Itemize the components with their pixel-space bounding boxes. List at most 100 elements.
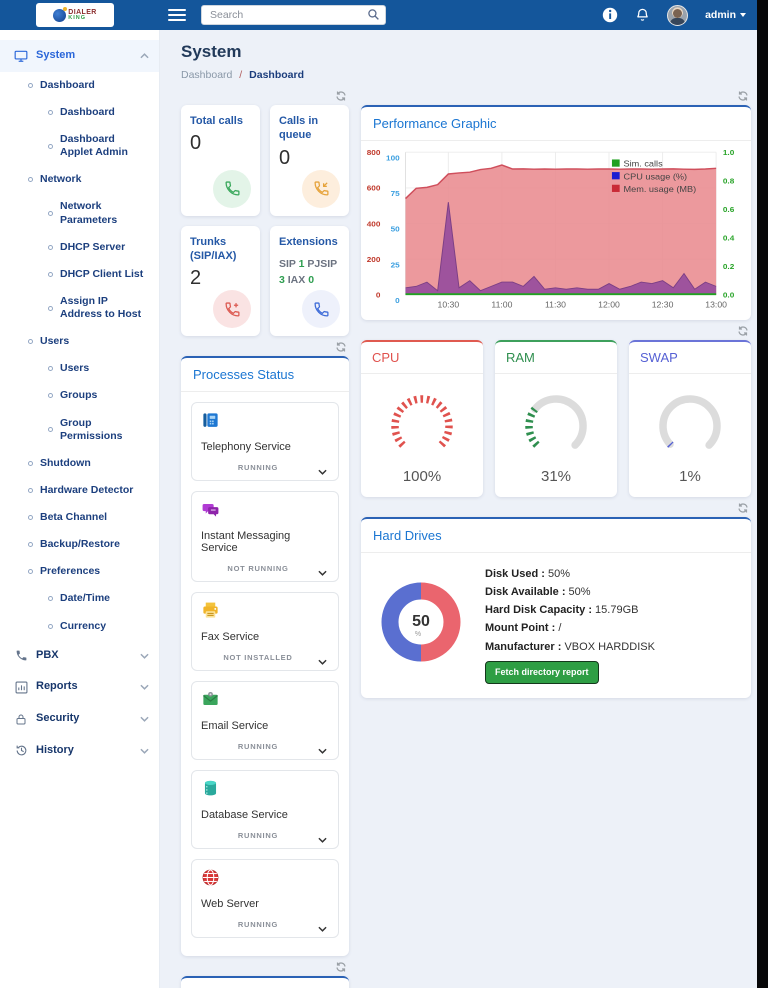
- fetch-directory-report-button[interactable]: Fetch directory report: [485, 660, 599, 684]
- refresh-icon[interactable]: [737, 325, 749, 337]
- bullet-icon: [28, 82, 33, 88]
- bullet-icon: [48, 244, 53, 250]
- sidebar-item-label: Preferences: [40, 565, 101, 578]
- svg-text:Mem. usage (MB): Mem. usage (MB): [624, 184, 697, 194]
- info-icon[interactable]: [602, 7, 618, 23]
- sidebar-item-users[interactable]: Users: [0, 328, 159, 355]
- sidebar-item-pbx[interactable]: PBX: [0, 640, 159, 672]
- chevron-down-icon[interactable]: [318, 741, 327, 759]
- bullet-icon: [28, 460, 33, 466]
- sidebar-item-assign-ip-address-to-host[interactable]: Assign IP Address to Host: [0, 288, 159, 328]
- im-icon: [201, 504, 220, 523]
- email-icon: [201, 692, 220, 713]
- card-value: 2: [190, 267, 202, 290]
- sidebar-item-dhcp-client-list[interactable]: DHCP Client List: [0, 261, 159, 288]
- refresh-icon[interactable]: [335, 341, 347, 353]
- sidebar-item-dashboard-applet-admin[interactable]: Dashboard Applet Admin: [0, 126, 159, 166]
- sidebar-item-groups[interactable]: Groups: [0, 382, 159, 409]
- chevron-down-icon[interactable]: [318, 919, 327, 937]
- sidebar-item-backup-restore[interactable]: Backup/Restore: [0, 531, 159, 558]
- chevron-down-icon: [140, 684, 149, 691]
- sidebar-item-group-permissions[interactable]: Group Permissions: [0, 410, 159, 450]
- sidebar-item-users[interactable]: Users: [0, 355, 159, 382]
- chevron-down-icon[interactable]: [318, 462, 327, 480]
- sidebar-item-dashboard[interactable]: Dashboard: [0, 72, 159, 99]
- hamburger-icon[interactable]: [168, 9, 186, 21]
- search-icon[interactable]: [367, 8, 380, 26]
- summary-card-calls-in-queue: Calls in queue 0: [270, 105, 349, 216]
- network-panel: TrixIPX Network Remote Administration Li…: [181, 976, 349, 988]
- sidebar-item-history[interactable]: History: [0, 735, 159, 767]
- disk-field-mount-point: Mount Point : /: [485, 622, 562, 635]
- sidebar-item-label: History: [36, 743, 74, 756]
- sidebar-item-dhcp-server[interactable]: DHCP Server: [0, 234, 159, 261]
- sidebar-item-currency[interactable]: Currency: [0, 613, 159, 640]
- bullet-icon: [28, 542, 33, 548]
- logo-line1: DIALER: [68, 8, 97, 16]
- sidebar-item-system[interactable]: System: [0, 40, 159, 72]
- logo-emblem-icon: [53, 6, 68, 22]
- refresh-icon[interactable]: [737, 502, 749, 514]
- sidebar-item-shutdown[interactable]: Shutdown: [0, 450, 159, 477]
- chevron-down-icon: [140, 748, 149, 754]
- disk-donut-chart: 50%: [375, 576, 467, 673]
- process-card-database-service[interactable]: Database Service RUNNING: [191, 770, 339, 850]
- sidebar-item-label: DHCP Client List: [60, 267, 144, 280]
- bullet-icon: [48, 305, 53, 311]
- summary-card-trunks-sip-iax-: Trunks (SIP/IAX) 2: [181, 225, 260, 337]
- sidebar-item-label: PBX: [36, 648, 59, 661]
- sidebar-item-beta-channel[interactable]: Beta Channel: [0, 504, 159, 531]
- card-title: Trunks (SIP/IAX): [190, 235, 237, 262]
- sidebar-item-security[interactable]: Security: [0, 703, 159, 735]
- performance-chart: 0 200 400 600 800 0 25 50 75 100 0.0 0.2 0.4 0.6 0.8 1.…: [361, 141, 751, 320]
- sidebar-item-label: Hardware Detector: [40, 483, 134, 496]
- svg-text:0: 0: [376, 291, 381, 300]
- svg-text:12:00: 12:00: [598, 300, 620, 310]
- breadcrumb-current: Dashboard: [249, 69, 304, 81]
- bell-icon[interactable]: [635, 7, 650, 23]
- caret-down-icon: [740, 13, 746, 17]
- process-status: RUNNING: [237, 831, 279, 841]
- process-name: Instant Messaging Service: [201, 530, 291, 555]
- svg-text:50: 50: [412, 613, 430, 630]
- svg-text:75: 75: [391, 189, 401, 198]
- card-title: Extensions: [279, 235, 338, 248]
- user-menu[interactable]: admin: [705, 9, 746, 21]
- process-name: Telephony Service: [201, 441, 291, 454]
- sidebar-item-network-parameters[interactable]: Network Parameters: [0, 193, 159, 233]
- refresh-icon[interactable]: [335, 961, 347, 973]
- lock-icon: [13, 713, 29, 726]
- process-card-fax-service[interactable]: Fax Service NOT INSTALLED: [191, 592, 339, 672]
- refresh-icon[interactable]: [335, 90, 347, 102]
- sidebar-item-reports[interactable]: Reports: [0, 671, 159, 703]
- bullet-icon: [48, 271, 53, 277]
- svg-text:0: 0: [395, 296, 400, 305]
- gauge-value: 1%: [679, 468, 701, 485]
- hard-drives-title: Hard Drives: [361, 519, 751, 553]
- process-card-telephony-service[interactable]: Telephony Service RUNNING: [191, 402, 339, 482]
- chevron-down-icon[interactable]: [318, 563, 327, 581]
- sidebar-item-network[interactable]: Network: [0, 166, 159, 193]
- app-logo[interactable]: DIALER KING: [36, 3, 114, 27]
- refresh-icon[interactable]: [737, 90, 749, 102]
- sidebar-item-label: Security: [36, 712, 80, 725]
- sidebar-item-hardware-detector[interactable]: Hardware Detector: [0, 477, 159, 504]
- search-input[interactable]: [201, 5, 386, 25]
- history-icon: [13, 744, 29, 757]
- gauge-title: SWAP: [629, 342, 751, 374]
- avatar[interactable]: [667, 4, 689, 26]
- svg-text:0.0: 0.0: [723, 291, 735, 300]
- chevron-down-icon: [140, 716, 149, 722]
- phone-icon: [213, 169, 251, 208]
- sidebar-item-preferences[interactable]: Preferences: [0, 558, 159, 585]
- search-bar: [201, 5, 386, 25]
- breadcrumb-parent[interactable]: Dashboard: [181, 69, 233, 81]
- chevron-down-icon[interactable]: [318, 652, 327, 670]
- process-card-web-server[interactable]: Web Server RUNNING: [191, 859, 339, 939]
- chevron-down-icon[interactable]: [318, 830, 327, 848]
- sidebar-item-dashboard[interactable]: Dashboard: [0, 99, 159, 126]
- process-card-email-service[interactable]: Email Service RUNNING: [191, 681, 339, 761]
- svg-text:0.2: 0.2: [723, 262, 735, 271]
- process-card-instant-messaging-service[interactable]: Instant Messaging Service NOT RUNNING: [191, 491, 339, 583]
- sidebar-item-date-time[interactable]: Date/Time: [0, 585, 159, 612]
